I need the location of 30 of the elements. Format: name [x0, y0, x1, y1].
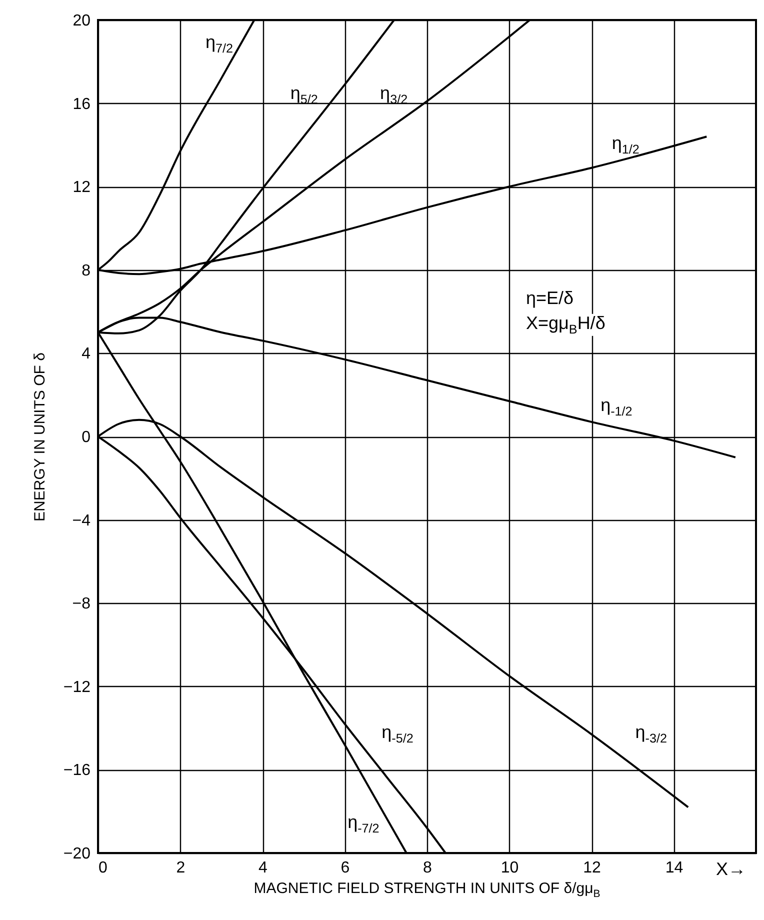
series-label: η$_{-5/2}$: [382, 722, 414, 746]
x-axis-title: MAGNETIC FIELD STRENGTH IN UNITS OF δ/gμ$_{B}$: [254, 880, 600, 900]
series-label: η$_{-7/2}$: [348, 812, 380, 836]
y-tick-label: −4: [72, 512, 91, 530]
series-label: η$_{-3/2}$: [635, 722, 667, 746]
x-tick-label: 6: [340, 860, 350, 876]
y-tick-label: −16: [63, 762, 91, 780]
x-tick-label: 0: [98, 860, 108, 876]
y-tick-label: 16: [72, 96, 91, 113]
series-label: η$_{-1/2}$: [600, 395, 632, 419]
y-tick-label: 12: [72, 179, 91, 196]
text: X→: [716, 859, 746, 879]
annotation: η=E/δ: [526, 288, 574, 308]
y-tick-label: 4: [82, 346, 91, 363]
y-tick-label: −12: [63, 678, 91, 696]
y-tick-label: 0: [82, 429, 91, 446]
x-tick-label: 12: [583, 860, 601, 876]
series-label: η$_{7/2}$: [206, 32, 234, 56]
x-tick-label: 8: [423, 860, 432, 876]
annotation: X=gμ$_{B}$H/δ: [526, 312, 606, 336]
y-axis-title: ENERGY IN UNITS OF δ: [31, 352, 48, 522]
x-tick-label: 4: [258, 860, 268, 876]
y-tick-label: −8: [72, 596, 91, 613]
y-tick-label: 20: [72, 12, 91, 30]
x-tick-label: 10: [500, 860, 519, 876]
x-tick-label: 2: [176, 860, 186, 876]
y-tick-label: 8: [82, 262, 91, 280]
x-tick-label: 14: [665, 860, 684, 876]
series-label: η$_{1/2}$: [612, 132, 640, 156]
y-tick-label: −20: [63, 846, 91, 862]
